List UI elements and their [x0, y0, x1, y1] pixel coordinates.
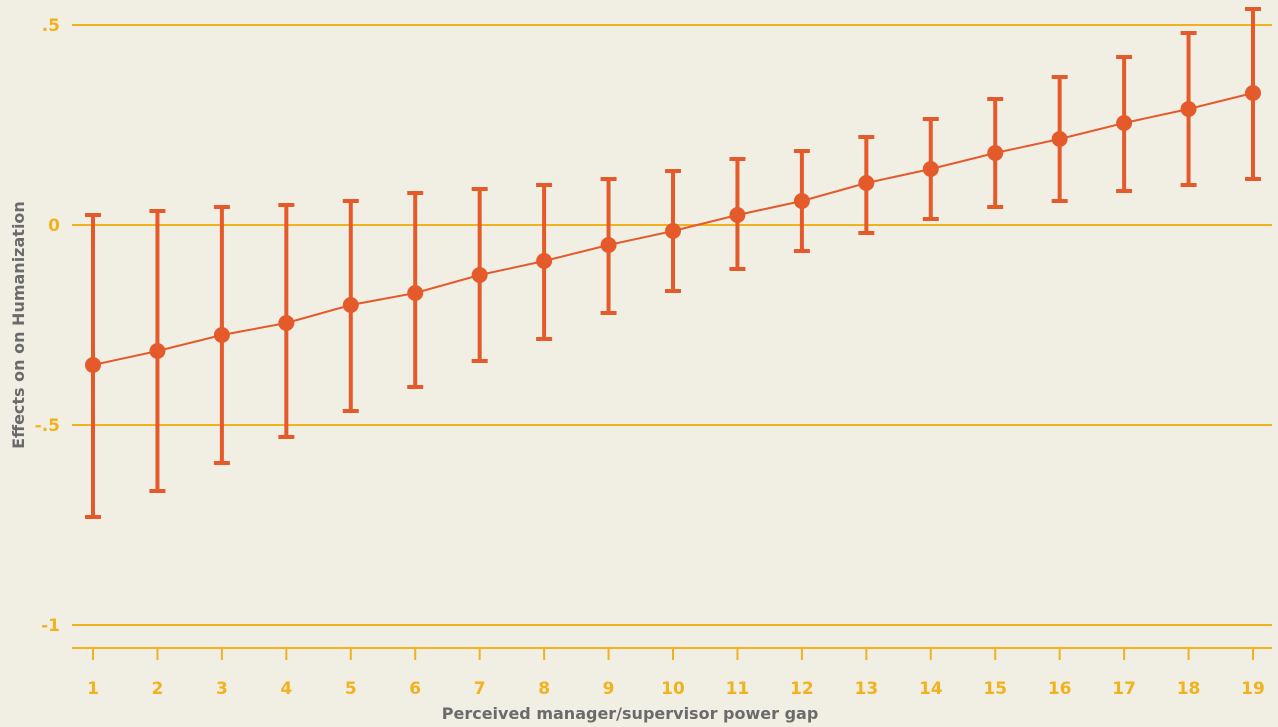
x-tick-label: 3 [216, 679, 228, 699]
data-point [729, 207, 746, 223]
series-layer [85, 7, 1261, 519]
data-point [1116, 115, 1133, 131]
x-tick-label: 1 [87, 679, 99, 699]
axis-layer [72, 647, 1272, 660]
data-point [1051, 131, 1068, 147]
x-tick-label: 19 [1241, 679, 1265, 699]
x-tick-label: 14 [919, 679, 943, 699]
x-tick-label: 11 [726, 679, 750, 699]
y-tick-label: -1 [41, 616, 60, 636]
data-point [858, 175, 875, 191]
data-point [407, 285, 424, 301]
data-point [85, 357, 101, 373]
data-point [987, 145, 1004, 161]
label-layer: .50-.5-11 2 3 4 5 6 7 8 9 10 11 12 13 14 15 16 17 18 19 [35, 16, 1265, 699]
data-point [278, 315, 295, 331]
grid-layer [72, 24, 1272, 626]
y-tick-label: 0 [48, 216, 60, 236]
data-point [471, 267, 488, 283]
x-tick-label: 10 [661, 679, 685, 699]
y-tick-label: -.5 [35, 416, 60, 436]
data-point [342, 297, 359, 313]
x-tick-label: 2 [152, 679, 164, 699]
x-tick-label: 6 [409, 679, 421, 699]
data-point [922, 161, 939, 177]
data-point [536, 253, 553, 269]
data-point [793, 193, 810, 209]
data-point [1180, 101, 1197, 117]
x-tick-label: 7 [474, 679, 486, 699]
x-tick-label: 13 [854, 679, 878, 699]
x-tick-label: 4 [280, 679, 292, 699]
data-point [149, 343, 166, 359]
x-tick-label: 15 [983, 679, 1007, 699]
x-tick-label: 9 [603, 679, 615, 699]
y-axis-title: Effects on on Humanization [9, 201, 28, 449]
x-axis-title: Perceived manager/supervisor power gap [442, 704, 819, 723]
x-tick-label: 18 [1177, 679, 1201, 699]
x-tick-label: 12 [790, 679, 814, 699]
y-tick-label: .5 [42, 16, 60, 36]
x-tick-label: 16 [1048, 679, 1072, 699]
data-point [600, 237, 617, 253]
data-point [1245, 85, 1261, 101]
data-point [665, 223, 681, 239]
x-tick-label: 17 [1112, 679, 1136, 699]
data-point [213, 327, 230, 343]
x-tick-label: 8 [538, 679, 550, 699]
x-tick-label: 5 [345, 679, 357, 699]
